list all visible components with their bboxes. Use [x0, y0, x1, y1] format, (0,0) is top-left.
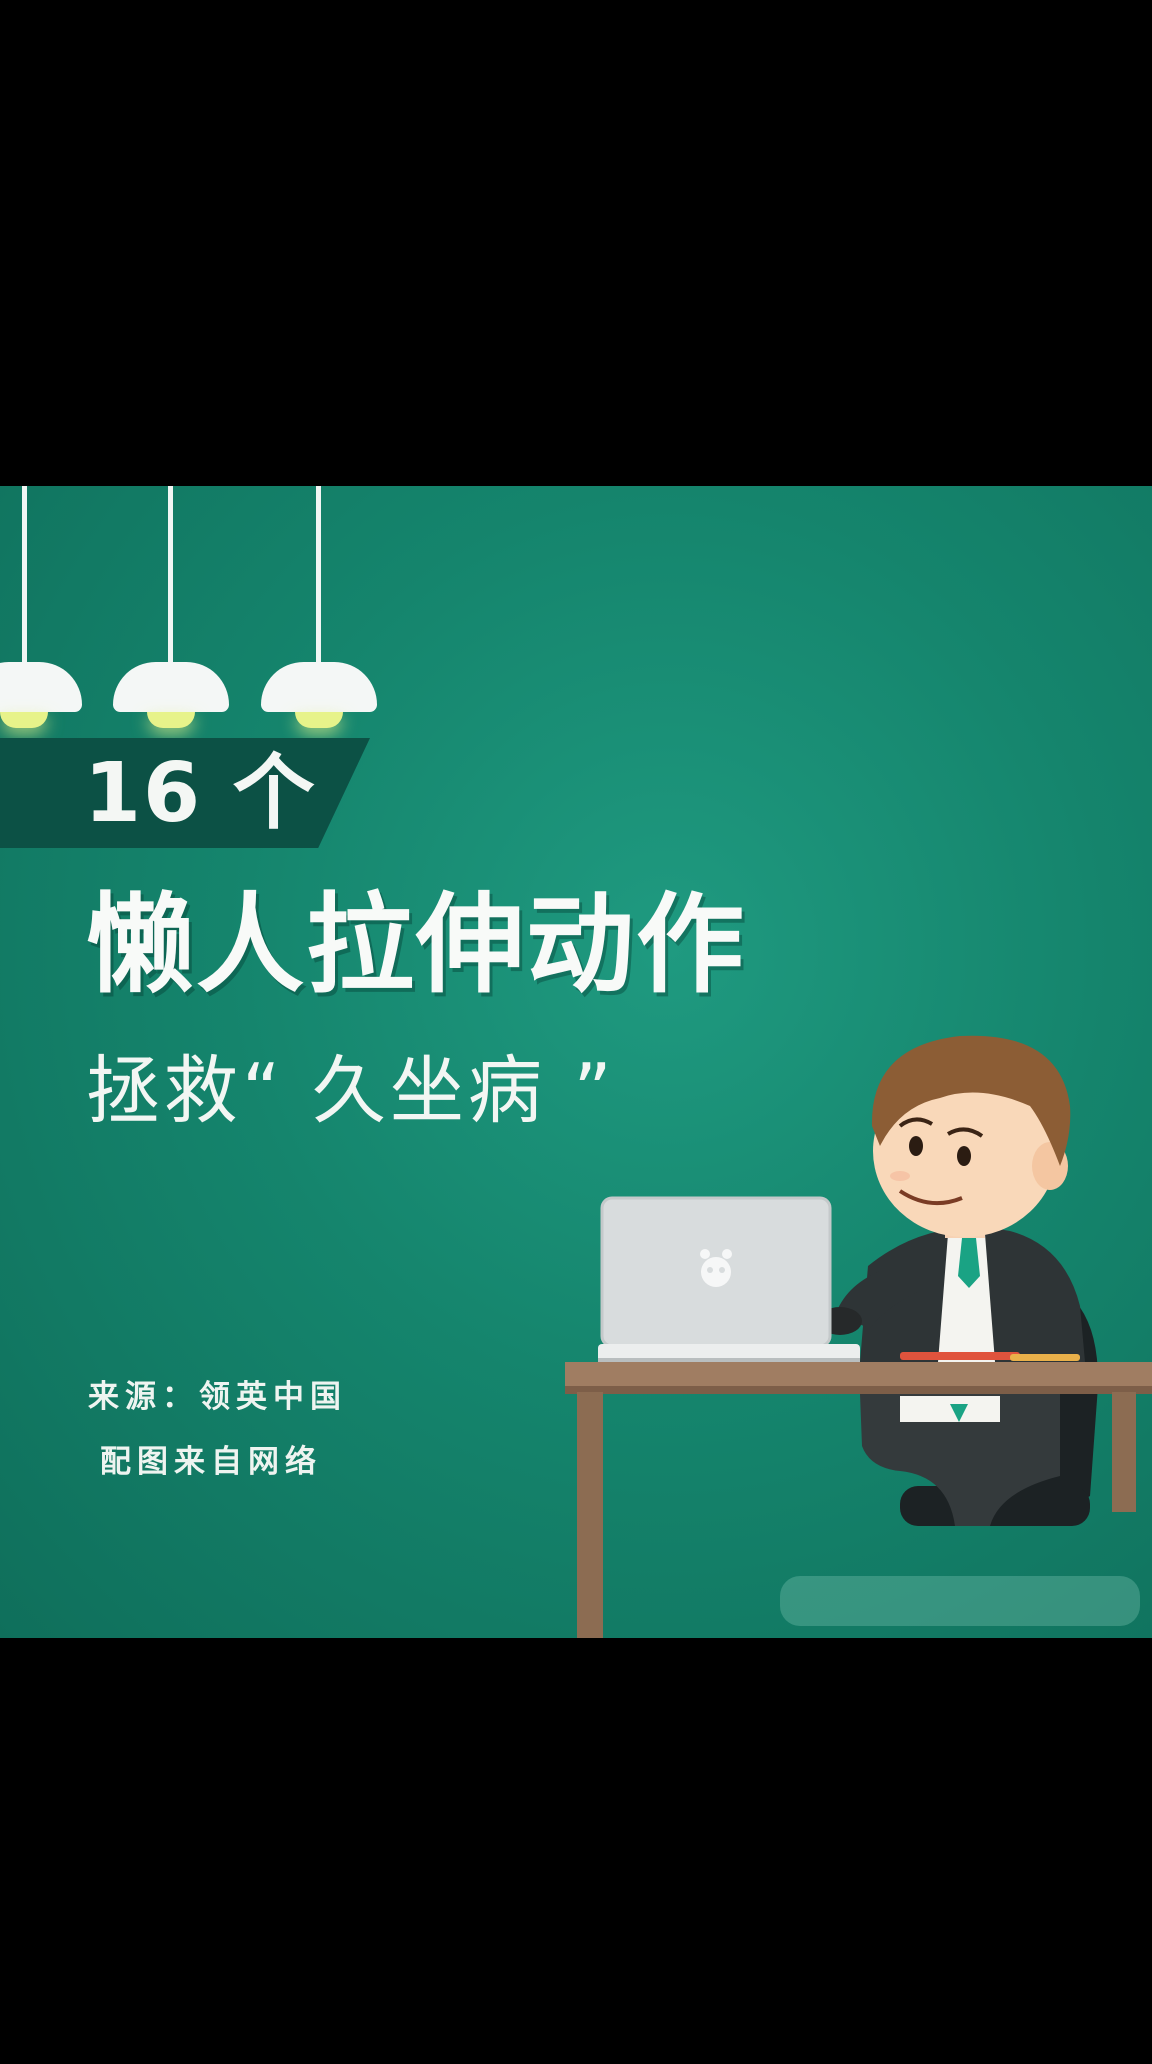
page-subtitle: 拯救“ 久坐病 ” — [86, 1048, 616, 1134]
poster: 16 个 懒人拉伸动作 拯救“ 久坐病 ” 来源：领英中国 配图来自网络 — [0, 486, 1152, 1638]
source-credit: 来源：领英中国 — [88, 1379, 347, 1415]
count-badge — [0, 738, 370, 848]
image-credit: 配图来自网络 — [100, 1444, 322, 1480]
page-title: 懒人拉伸动作 — [86, 883, 747, 1008]
laptop-logo-icon — [700, 1249, 732, 1287]
office-worker-illustration — [565, 1035, 1152, 1638]
desk — [565, 1362, 1152, 1388]
count-badge-label: 16 个 — [84, 746, 317, 841]
